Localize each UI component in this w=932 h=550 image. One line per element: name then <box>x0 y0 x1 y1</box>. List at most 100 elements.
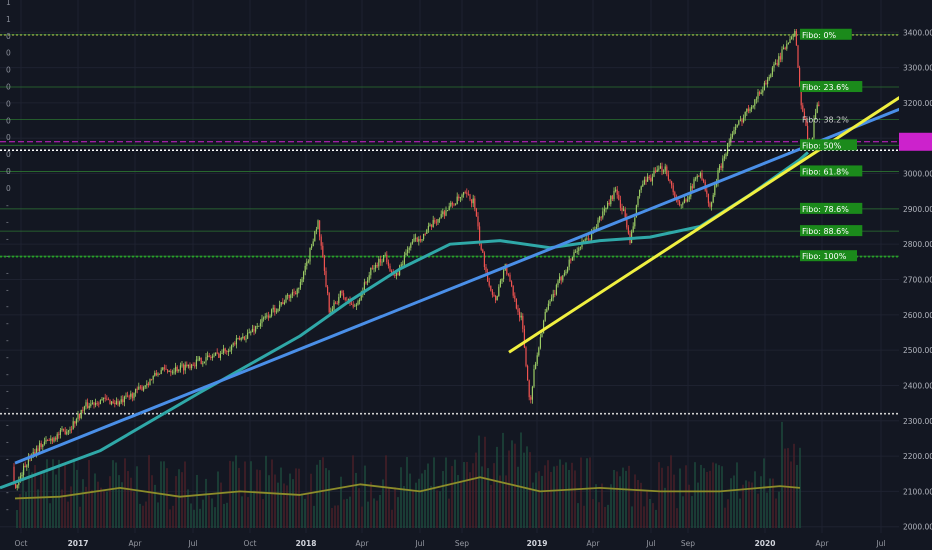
volume-bar <box>547 460 549 528</box>
volume-bar <box>358 488 360 528</box>
candle-body <box>42 444 44 447</box>
candle-body <box>138 386 140 390</box>
candle-body <box>671 181 673 186</box>
candle-body <box>775 63 777 64</box>
candle-body <box>162 367 164 371</box>
volume-bar <box>793 443 795 528</box>
candle-body <box>642 184 644 187</box>
price-tick-label: 2600.00 <box>903 311 932 320</box>
volume-bar <box>517 466 519 528</box>
candle-body <box>229 350 231 352</box>
candle-body <box>611 195 613 200</box>
candle-body <box>818 104 820 106</box>
left-tick-label: - <box>6 454 9 463</box>
price-badge-box <box>899 132 932 151</box>
candle-body <box>309 248 311 262</box>
candle-body <box>586 238 588 240</box>
chart-series <box>0 28 903 500</box>
volume-bar <box>478 435 480 528</box>
time-axis[interactable]: Oct 2017 Apr Jul Oct 2018 Apr Jul Sep 2019 Apr Jul S… <box>15 539 886 548</box>
candle-body <box>591 231 593 240</box>
candle-body <box>507 274 509 275</box>
volume-bar <box>406 457 408 528</box>
candle-body <box>664 166 666 171</box>
volume-bar <box>91 489 93 528</box>
candle-body <box>799 67 801 86</box>
volume-bar <box>31 472 33 528</box>
volume-bar <box>424 469 426 528</box>
candle-body <box>189 364 191 369</box>
candle-body <box>67 430 69 432</box>
volume-bar <box>448 498 450 528</box>
volume-bar <box>394 487 396 528</box>
candle-body <box>751 107 753 110</box>
volume-bar <box>661 467 663 528</box>
volume-bar <box>136 466 138 528</box>
fibo-label-bg <box>800 225 863 237</box>
volume-bar <box>523 452 525 528</box>
candle-body <box>303 272 305 280</box>
candle-body <box>235 338 237 345</box>
candle-body <box>375 265 377 269</box>
candle-body <box>635 205 637 218</box>
left-tick-label: 0 <box>6 133 11 142</box>
candle-body <box>171 371 173 373</box>
candle-body <box>146 383 148 386</box>
volume-bar <box>340 476 342 528</box>
candle-body <box>247 332 249 339</box>
candle-body <box>536 355 538 364</box>
volume-bar <box>232 461 234 528</box>
candle-body <box>411 241 413 244</box>
candle-body <box>815 112 817 120</box>
left-tick-label: 0 <box>6 116 11 125</box>
volume-bar <box>85 486 87 528</box>
volume-bar <box>739 498 741 528</box>
volume-bar <box>598 502 600 528</box>
candle-body <box>200 357 202 364</box>
candle-body <box>603 209 605 212</box>
candle-body <box>283 302 285 304</box>
price-axis[interactable]: 3400.003300.003200.003100.003000.002900.… <box>903 28 932 531</box>
volume-bar <box>634 474 636 528</box>
volume-bar <box>475 452 477 528</box>
candle-body <box>115 401 117 405</box>
left-tick-label: - <box>6 252 9 261</box>
candle-body <box>77 413 79 419</box>
candle-body <box>43 441 45 445</box>
candle-body <box>223 348 225 353</box>
candle-body <box>578 248 580 251</box>
candle-body <box>58 434 60 436</box>
volume-bar <box>541 475 543 528</box>
volume-bar <box>454 459 456 528</box>
volume-bar <box>361 506 363 528</box>
candle-body <box>253 328 255 332</box>
volume-bar <box>196 474 198 528</box>
volume-bar <box>70 486 72 528</box>
candle-body <box>194 365 196 367</box>
candle-body <box>674 192 676 199</box>
volume-bar <box>796 464 798 528</box>
left-tick-label: 0 <box>6 167 11 176</box>
volume-bar <box>589 457 591 528</box>
candle-body <box>479 226 481 244</box>
candle-body <box>448 206 450 211</box>
volume-bar <box>190 503 192 528</box>
candle-body <box>683 199 685 204</box>
candle-body <box>615 189 617 191</box>
volume-bar <box>646 490 648 528</box>
volume-bar <box>655 509 657 528</box>
candle-body <box>50 438 52 441</box>
candle-body <box>319 220 321 237</box>
candle-body <box>149 379 151 386</box>
candle-body <box>159 373 161 375</box>
candle-body <box>287 294 289 296</box>
candle-body <box>607 202 609 208</box>
candle-body <box>528 380 530 398</box>
price-tick-label: 3000.00 <box>903 170 932 179</box>
series-trendline-2 <box>14 106 903 465</box>
volume-bar <box>73 458 75 528</box>
candle-body <box>291 292 293 296</box>
volume-bar <box>799 447 801 528</box>
candle-body <box>741 119 743 123</box>
